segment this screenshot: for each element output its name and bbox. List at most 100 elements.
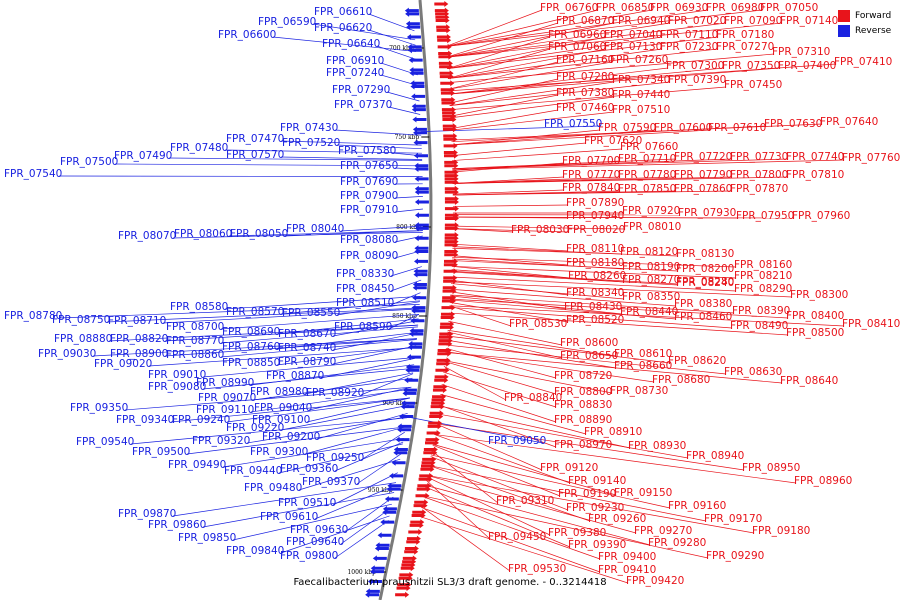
forward-gene-label: FPR_07180 bbox=[716, 29, 774, 41]
forward-leader-line bbox=[436, 423, 745, 471]
forward-leader-line bbox=[447, 36, 607, 70]
forward-leader-line bbox=[445, 9, 763, 47]
reverse-gene-label: FPR_09030 bbox=[38, 348, 96, 360]
forward-gene-label: FPR_06870 bbox=[556, 15, 614, 27]
forward-leader-line bbox=[450, 294, 735, 314]
reverse-gene-arrow bbox=[387, 482, 402, 489]
reverse-gene-label: FPR_08050 bbox=[230, 228, 288, 240]
forward-leader-line bbox=[428, 465, 591, 522]
forward-gene-label: FPR_08200 bbox=[676, 263, 734, 275]
reverse-leader-line bbox=[124, 386, 412, 411]
forward-gene-label: FPR_08910 bbox=[584, 426, 642, 438]
forward-gene-label: FPR_07460 bbox=[556, 102, 614, 114]
forward-leader-line bbox=[452, 176, 565, 184]
forward-leader-line bbox=[441, 384, 557, 423]
forward-gene-arrow bbox=[396, 585, 411, 592]
reverse-leader-line bbox=[314, 484, 396, 520]
forward-gene-label: FPR_08030 bbox=[511, 224, 569, 236]
reverse-gene-arrow bbox=[409, 70, 424, 77]
forward-gene-label: FPR_08440 bbox=[620, 306, 678, 318]
forward-gene-label: FPR_06850 bbox=[596, 2, 654, 14]
forward-gene-arrow bbox=[430, 403, 445, 410]
reverse-leader-line bbox=[224, 295, 421, 310]
reverse-gene-arrow bbox=[410, 83, 425, 90]
reverse-gene-label: FPR_07550 bbox=[544, 118, 602, 130]
reverse-leader-line bbox=[250, 388, 412, 413]
forward-gene-label: FPR_09400 bbox=[598, 551, 656, 563]
forward-gene-arrow bbox=[404, 548, 419, 555]
forward-leader-line bbox=[445, 9, 709, 47]
tick-label: 950 kbp bbox=[368, 487, 393, 494]
forward-gene-arrow bbox=[438, 340, 453, 347]
forward-leader-line bbox=[449, 306, 733, 329]
reverse-gene-arrow bbox=[413, 271, 428, 278]
forward-gene-label: FPR_08210 bbox=[734, 270, 792, 282]
forward-gene-arrow bbox=[444, 162, 459, 169]
forward-gene-arrow bbox=[439, 73, 454, 80]
forward-gene-label: FPR_09260 bbox=[588, 513, 646, 525]
forward-leader-line bbox=[452, 176, 789, 184]
forward-gene-label: FPR_07710 bbox=[618, 153, 676, 165]
forward-gene-label: FPR_07870 bbox=[730, 183, 788, 195]
forward-gene-label: FPR_08260 bbox=[568, 270, 626, 282]
reverse-gene-label: FPR_09850 bbox=[178, 532, 236, 544]
forward-leader-line bbox=[450, 109, 559, 129]
reverse-gene-arrow bbox=[372, 555, 387, 562]
forward-gene-label: FPR_06980 bbox=[706, 2, 764, 14]
forward-gene-arrow bbox=[444, 241, 459, 248]
reverse-gene-arrow bbox=[412, 284, 427, 291]
tick-label: 900 kbp bbox=[382, 400, 407, 407]
reverse-gene-label: FPR_08920 bbox=[306, 387, 364, 399]
reverse-gene-label: FPR_08090 bbox=[340, 250, 398, 262]
forward-gene-arrow bbox=[409, 522, 424, 529]
forward-leader-line bbox=[445, 9, 599, 47]
forward-gene-arrow bbox=[440, 314, 455, 321]
forward-gene-label: FPR_08930 bbox=[628, 440, 686, 452]
reverse-gene-label: FPR_09480 bbox=[244, 482, 302, 494]
forward-gene-arrow bbox=[437, 37, 452, 44]
forward-leader-line bbox=[426, 476, 551, 536]
reverse-gene-label: FPR_09320 bbox=[192, 435, 250, 447]
reverse-gene-arrow bbox=[400, 403, 415, 410]
reverse-gene-label: FPR_06590 bbox=[258, 16, 316, 28]
forward-leader-line bbox=[451, 271, 679, 286]
reverse-gene-label: FPR_07430 bbox=[280, 122, 338, 134]
forward-leader-line bbox=[438, 405, 631, 449]
forward-leader-line bbox=[451, 281, 793, 298]
forward-gene-label: FPR_08460 bbox=[674, 311, 732, 323]
reverse-gene-arrow bbox=[382, 509, 397, 516]
reverse-gene-label: FPR_08070 bbox=[118, 230, 176, 242]
forward-gene-arrow bbox=[444, 152, 459, 159]
reverse-gene-arrow bbox=[382, 505, 397, 512]
forward-leader-line bbox=[448, 53, 775, 83]
reverse-gene-label: FPR_08700 bbox=[166, 321, 224, 333]
forward-gene-label: FPR_09180 bbox=[752, 525, 810, 537]
forward-gene-label: FPR_09380 bbox=[548, 527, 606, 539]
reverse-leader-line bbox=[164, 338, 417, 357]
reverse-leader-line bbox=[276, 331, 418, 350]
forward-leader-line bbox=[452, 256, 737, 268]
reverse-gene-arrow bbox=[414, 199, 429, 205]
forward-leader-line bbox=[448, 67, 669, 95]
forward-gene-label: FPR_06940 bbox=[612, 15, 670, 27]
forward-gene-label: FPR_07380 bbox=[556, 87, 614, 99]
forward-gene-label: FPR_07700 bbox=[562, 155, 620, 167]
reverse-gene-label: FPR_06640 bbox=[322, 38, 380, 50]
forward-gene-label: FPR_09420 bbox=[626, 575, 684, 587]
reverse-gene-label: FPR_08790 bbox=[278, 356, 336, 368]
reverse-leader-line bbox=[334, 129, 422, 136]
genome-caption: Faecalibacterium prausnitzii SL3/3 draft… bbox=[0, 577, 900, 588]
forward-leader-line bbox=[448, 63, 837, 92]
reverse-gene-arrow bbox=[404, 377, 419, 384]
reverse-gene-arrow bbox=[413, 129, 428, 136]
forward-gene-arrow bbox=[435, 17, 450, 24]
forward-leader-line bbox=[447, 48, 607, 79]
forward-gene-label: FPR_07930 bbox=[678, 207, 736, 219]
caption-text: Faecalibacterium prausnitzii SL3/3 draft… bbox=[293, 577, 607, 588]
forward-gene-label: FPR_08530 bbox=[509, 318, 567, 330]
reverse-gene-arrow bbox=[370, 565, 385, 572]
legend-label-reverse: Reverse bbox=[855, 25, 892, 36]
forward-gene-arrow bbox=[406, 538, 421, 545]
reverse-gene-arrow bbox=[411, 307, 426, 314]
forward-leader-line bbox=[450, 295, 623, 315]
